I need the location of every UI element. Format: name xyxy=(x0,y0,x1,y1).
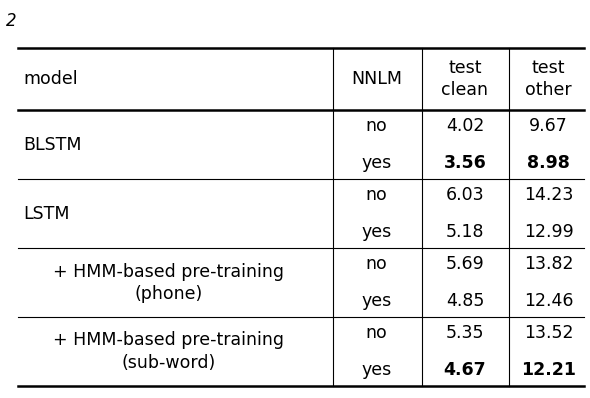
Text: 12.21: 12.21 xyxy=(521,361,576,379)
Text: no: no xyxy=(366,117,387,135)
Text: BLSTM: BLSTM xyxy=(24,136,82,154)
Text: + HMM-based pre-training
(phone): + HMM-based pre-training (phone) xyxy=(53,263,284,303)
Text: no: no xyxy=(366,324,387,342)
Text: 4.67: 4.67 xyxy=(444,361,486,379)
Text: 4.85: 4.85 xyxy=(445,292,484,310)
Text: no: no xyxy=(366,255,387,273)
Text: yes: yes xyxy=(361,223,392,241)
Text: 8.98: 8.98 xyxy=(527,154,570,172)
Text: + HMM-based pre-training
(sub-word): + HMM-based pre-training (sub-word) xyxy=(53,332,284,372)
Text: 6.03: 6.03 xyxy=(445,186,484,204)
Text: 3.56: 3.56 xyxy=(444,154,486,172)
Text: 5.18: 5.18 xyxy=(445,223,484,241)
Text: 5.35: 5.35 xyxy=(445,324,484,342)
Text: LSTM: LSTM xyxy=(24,205,70,223)
Text: 13.82: 13.82 xyxy=(524,255,573,273)
Text: NNLM: NNLM xyxy=(351,70,402,88)
Text: 14.23: 14.23 xyxy=(524,186,573,204)
Text: yes: yes xyxy=(361,292,392,310)
Text: yes: yes xyxy=(361,154,392,172)
Text: yes: yes xyxy=(361,361,392,379)
Text: model: model xyxy=(24,70,78,88)
Text: test
clean: test clean xyxy=(441,59,489,99)
Text: 13.52: 13.52 xyxy=(524,324,573,342)
Text: 12.46: 12.46 xyxy=(524,292,573,310)
Text: 2: 2 xyxy=(6,12,17,30)
Text: 4.02: 4.02 xyxy=(445,117,484,135)
Text: 5.69: 5.69 xyxy=(445,255,484,273)
Text: 12.99: 12.99 xyxy=(524,223,573,241)
Text: no: no xyxy=(366,186,387,204)
Text: test
other: test other xyxy=(525,59,572,99)
Text: 9.67: 9.67 xyxy=(529,117,568,135)
